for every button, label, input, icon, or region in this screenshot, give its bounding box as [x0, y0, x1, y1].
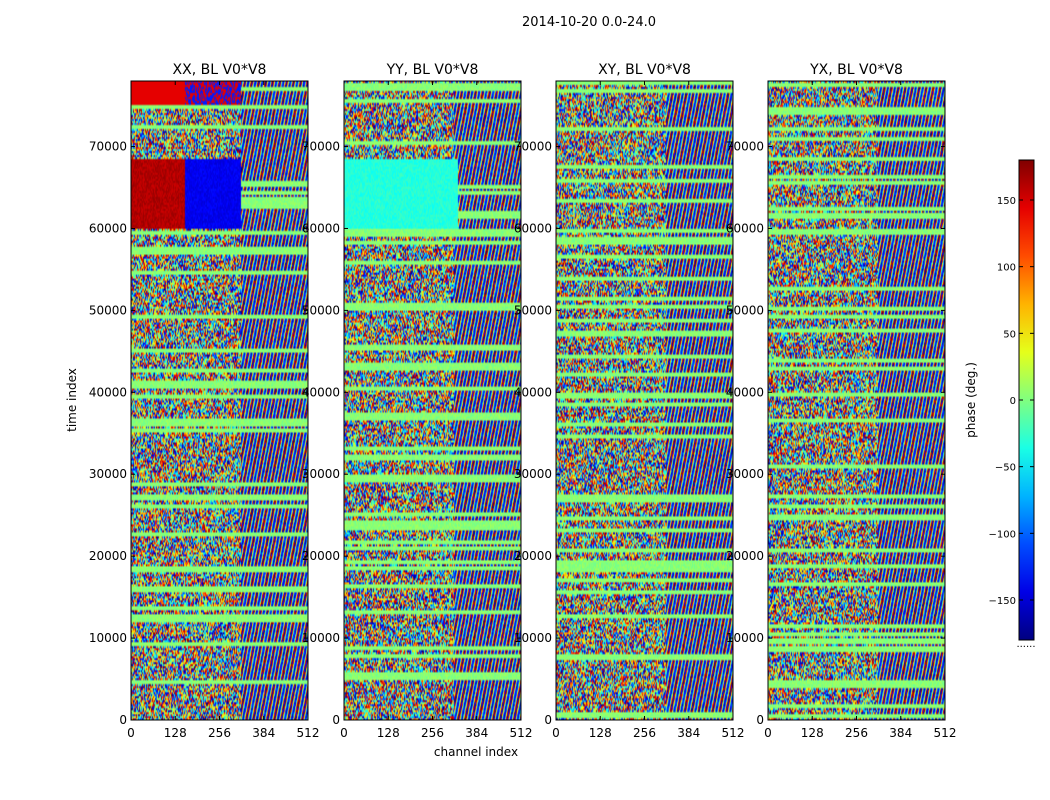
x-tick-label: 0	[552, 726, 560, 740]
panel-title: XY, BL V0*V8	[598, 62, 691, 78]
colorbar-tick-label: −150	[989, 596, 1016, 607]
x-tick-label: 128	[589, 726, 612, 740]
y-tick-label: 30000	[514, 467, 552, 481]
x-tick-label: 384	[252, 726, 275, 740]
y-tick-label: 60000	[726, 221, 764, 235]
y-tick-label: 0	[119, 713, 127, 727]
colorbar-tick-label: 0	[1010, 396, 1016, 407]
y-tick-label: 70000	[302, 140, 340, 154]
x-tick-label: 512	[722, 726, 745, 740]
panel-xx: XX, BL V0*V8 0 128 256 384 512 0 10000 20000 3000…	[89, 62, 320, 740]
panel-xy: XY, BL V0*V8 0 128 256 384 512 0 10000 20000 3000…	[514, 62, 745, 740]
y-tick-label: 50000	[89, 303, 127, 317]
panels: XX, BL V0*V8 0 128 256 384 512 0 10000 20000 3000…	[89, 62, 957, 740]
x-tick-label: 128	[377, 726, 400, 740]
y-tick-label: 70000	[726, 140, 764, 154]
colorbar-tick-label: 150	[997, 196, 1016, 207]
colorbar-footnote: ......	[1016, 639, 1035, 650]
x-tick-label: 256	[633, 726, 656, 740]
y-tick-label: 30000	[302, 467, 340, 481]
colorbar-tick-label: −100	[989, 529, 1016, 540]
phase-image	[768, 81, 945, 720]
x-tick-label: 256	[845, 726, 868, 740]
colorbar-label: phase (deg.)	[964, 362, 978, 438]
x-tick-label: 512	[510, 726, 533, 740]
figure-title: 2014-10-20 0.0-24.0	[522, 15, 656, 30]
x-tick-label: 256	[208, 726, 231, 740]
x-tick-label: 256	[421, 726, 444, 740]
y-tick-label: 60000	[302, 221, 340, 235]
x-tick-label: 384	[889, 726, 912, 740]
y-tick-label: 60000	[514, 221, 552, 235]
y-tick-label: 10000	[514, 631, 552, 645]
panel-yy: YY, BL V0*V8 0 128 256 384 512 0 10000 20000 3000…	[302, 62, 533, 740]
y-tick-label: 10000	[89, 631, 127, 645]
y-tick-label: 20000	[89, 549, 127, 563]
panel-yx: YX, BL V0*V8 0 128 256 384 512 0 10000 20000 3000…	[726, 62, 957, 740]
x-tick-label: 0	[764, 726, 772, 740]
phase-image	[131, 81, 308, 720]
y-axis-label: time index	[65, 368, 79, 432]
phase-image	[344, 81, 521, 720]
y-tick-label: 0	[332, 713, 340, 727]
x-tick-label: 384	[677, 726, 700, 740]
y-tick-label: 70000	[514, 140, 552, 154]
y-tick-label: 70000	[89, 140, 127, 154]
y-tick-label: 50000	[514, 303, 552, 317]
y-tick-label: 40000	[302, 385, 340, 399]
x-tick-label: 512	[934, 726, 957, 740]
y-tick-label: 40000	[514, 385, 552, 399]
y-tick-label: 20000	[514, 549, 552, 563]
y-tick-label: 50000	[302, 303, 340, 317]
y-tick-label: 30000	[726, 467, 764, 481]
y-tick-label: 20000	[302, 549, 340, 563]
x-tick-label: 128	[164, 726, 187, 740]
y-tick-label: 30000	[89, 467, 127, 481]
x-axis-label: channel index	[434, 745, 518, 759]
y-tick-label: 50000	[726, 303, 764, 317]
panel-title: YY, BL V0*V8	[386, 62, 479, 78]
colorbar-tick-label: 50	[1003, 329, 1016, 340]
colorbar: −150 −100 −50 0 50 100 150	[989, 159, 1035, 641]
y-tick-label: 40000	[726, 385, 764, 399]
colorbar-tick-label: −50	[995, 463, 1016, 474]
y-tick-label: 0	[544, 713, 552, 727]
phase-image	[556, 81, 733, 720]
x-tick-label: 0	[340, 726, 348, 740]
colorbar-tick-label: 100	[997, 263, 1016, 274]
panel-title: YX, BL V0*V8	[809, 62, 903, 78]
y-tick-label: 40000	[89, 385, 127, 399]
x-tick-label: 128	[801, 726, 824, 740]
y-tick-label: 10000	[302, 631, 340, 645]
x-tick-label: 0	[127, 726, 135, 740]
y-tick-label: 20000	[726, 549, 764, 563]
y-tick-label: 0	[756, 713, 764, 727]
y-tick-label: 10000	[726, 631, 764, 645]
x-tick-label: 512	[297, 726, 320, 740]
x-tick-label: 384	[465, 726, 488, 740]
y-tick-label: 60000	[89, 221, 127, 235]
panel-title: XX, BL V0*V8	[173, 62, 267, 78]
